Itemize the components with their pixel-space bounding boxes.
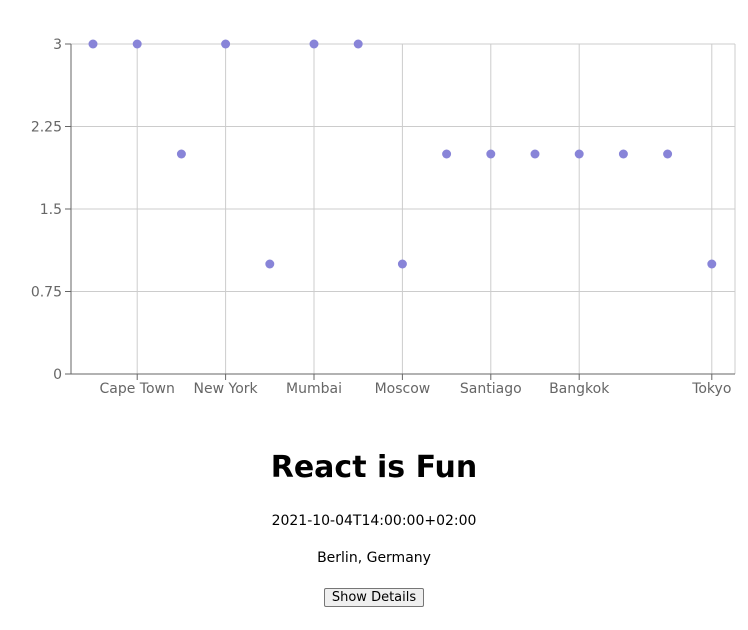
- x-tick-label: Santiago: [460, 381, 522, 397]
- data-point: [397, 259, 407, 269]
- x-tick-label: Tokyo: [691, 381, 731, 397]
- x-axis-ticks: Cape Town New York Mumbai Moscow Santiago Ban…: [100, 374, 731, 397]
- data-point: [309, 39, 319, 49]
- data-point: [707, 259, 717, 269]
- event-location: Berlin, Germany: [317, 550, 431, 566]
- data-point: [88, 39, 98, 49]
- event-date: 2021-10-04T14:00:00+02:00: [271, 513, 477, 529]
- x-tick-label: Cape Town: [100, 381, 175, 397]
- data-points: [88, 39, 717, 269]
- y-tick-label: 2.25: [31, 120, 62, 136]
- data-point: [486, 149, 496, 159]
- y-tick-label: 3: [53, 37, 62, 53]
- data-point: [574, 149, 584, 159]
- x-tick-label: Bangkok: [549, 381, 610, 397]
- data-point: [353, 39, 363, 49]
- data-point: [176, 149, 186, 159]
- x-tick-label: Mumbai: [286, 381, 342, 397]
- y-tick-label: 0: [53, 367, 62, 383]
- chart-grid: [71, 43, 736, 375]
- x-tick-label: New York: [194, 381, 259, 397]
- data-point: [265, 259, 275, 269]
- event-title: React is Fun: [270, 450, 478, 485]
- y-tick-label: 1.5: [40, 202, 62, 218]
- data-point: [132, 39, 142, 49]
- scatter-chart: 0 0.75 1.5 2.25 3 Cape Town New York Mumbai Mos…: [31, 37, 736, 397]
- x-tick-label: Moscow: [375, 381, 431, 397]
- y-tick-label: 0.75: [31, 285, 62, 301]
- data-point: [221, 39, 231, 49]
- y-axis-ticks: 0 0.75 1.5 2.25 3: [31, 37, 71, 383]
- show-details-button[interactable]: Show Details: [323, 588, 425, 607]
- data-point: [530, 149, 540, 159]
- details-button-wrap: Show Details: [0, 586, 748, 607]
- data-point: [663, 149, 673, 159]
- data-point: [618, 149, 628, 159]
- data-point: [442, 149, 452, 159]
